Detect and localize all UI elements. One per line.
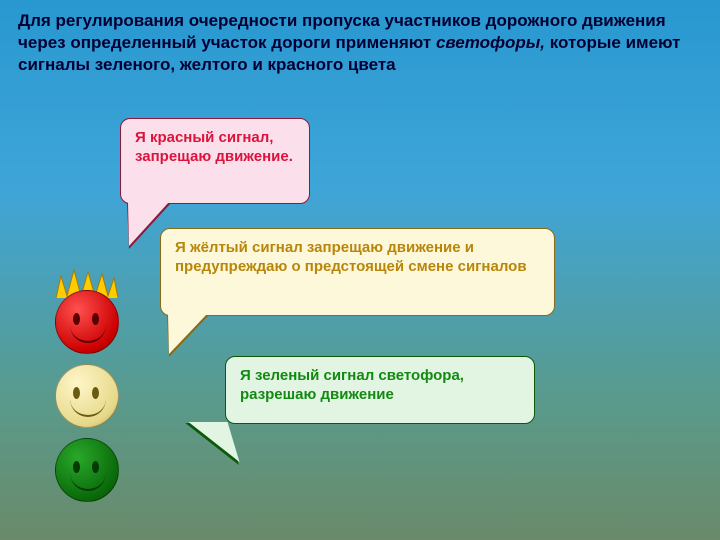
bubble-yellow-tail: [168, 314, 207, 354]
eye-icon: [73, 461, 80, 473]
bubble-red-text: Я красный сигнал, запрещаю движение.: [135, 129, 293, 165]
speech-bubble-green: Я зеленый сигнал светофора, разрешаю дви…: [225, 356, 535, 424]
eye-icon: [92, 313, 99, 325]
eye-icon: [73, 313, 80, 325]
bubble-green-text: Я зеленый сигнал светофора, разрешаю дви…: [240, 367, 464, 403]
heading-text: Для регулирования очередности пропуска у…: [0, 0, 720, 82]
traffic-light-face-red: [55, 290, 119, 354]
bubble-yellow-text: Я жёлтый сигнал запрещаю движение и пред…: [175, 239, 527, 275]
mouth-icon: [70, 399, 106, 417]
heading-italic: светофоры,: [436, 33, 545, 52]
mouth-icon: [70, 325, 106, 343]
traffic-light-face-green: [55, 438, 119, 502]
eye-icon: [73, 387, 80, 399]
traffic-light-face-yellow: [55, 364, 119, 428]
mouth-icon: [70, 473, 106, 491]
eye-icon: [92, 461, 99, 473]
speech-bubble-red: Я красный сигнал, запрещаю движение.: [120, 118, 310, 204]
eye-icon: [92, 387, 99, 399]
speech-bubble-yellow: Я жёлтый сигнал запрещаю движение и пред…: [160, 228, 555, 316]
